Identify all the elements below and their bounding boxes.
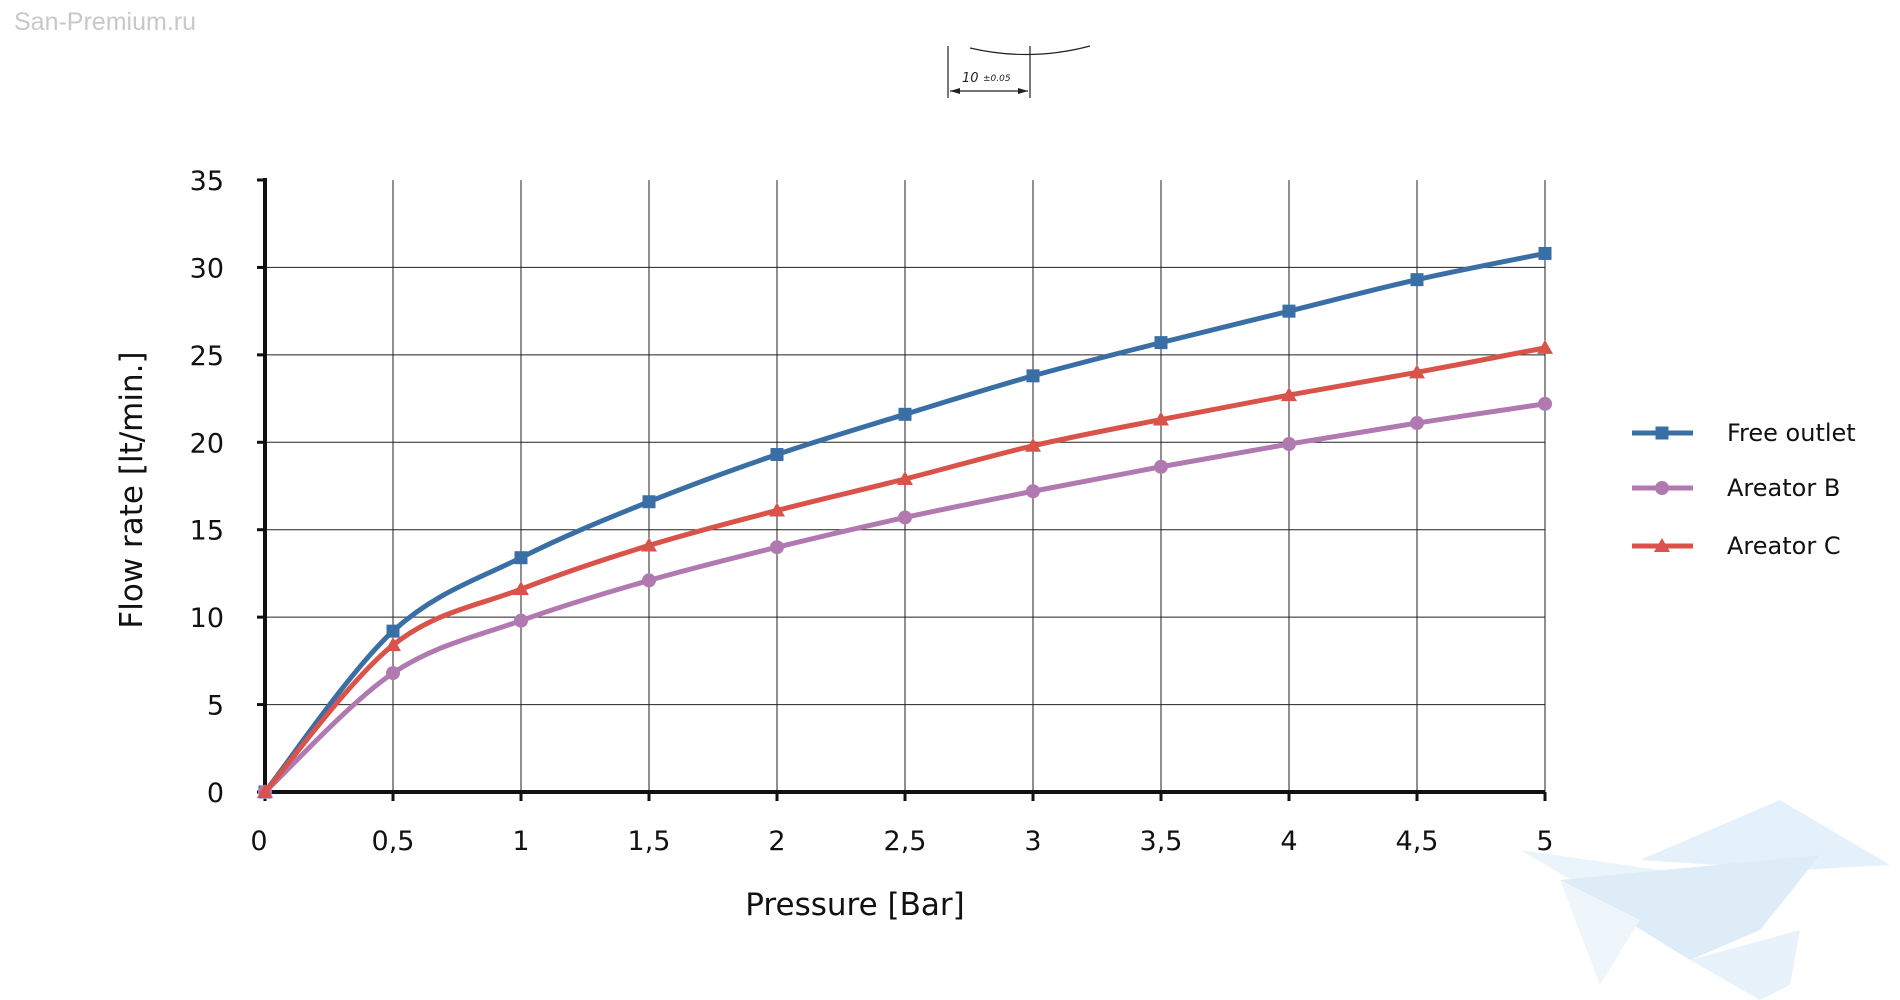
- grid: [265, 180, 1546, 792]
- logo-watermark: [1520, 800, 1890, 1000]
- data-point: [1026, 369, 1040, 383]
- data-point: [385, 637, 401, 652]
- site-watermark: San-Premium.ru: [14, 8, 196, 36]
- data-point: [386, 624, 400, 638]
- legend-label: Areator C: [1727, 532, 1841, 560]
- data-point: [897, 471, 913, 486]
- dimension-value: 10: [962, 71, 979, 86]
- y-tick-label: 15: [190, 516, 224, 547]
- x-tick-label: 1,5: [628, 826, 671, 857]
- y-tick-label: 0: [207, 778, 224, 809]
- y-tick-label: 10: [190, 603, 224, 634]
- axes: 0 5 10 15 20 25 30 35 0 0,5 1 1,5 2 2,5 3 3,5 4 4,5 5: [190, 166, 1554, 857]
- data-point: [898, 407, 912, 421]
- legend-label: Free outlet: [1727, 419, 1856, 447]
- legend-item: Free outlet: [1632, 419, 1856, 447]
- y-tick-label: 25: [190, 341, 224, 372]
- x-axis-label: Pressure [Bar]: [745, 887, 964, 923]
- y-tick-label: 20: [190, 428, 224, 459]
- data-point: [1282, 437, 1296, 452]
- data-point: [641, 537, 657, 552]
- dimension-drawing: 10 ±0.05: [947, 45, 1091, 98]
- data-point: [1409, 364, 1425, 379]
- y-tick-label: 30: [190, 253, 224, 284]
- x-tick-label: 5: [1536, 826, 1553, 857]
- dimension-tolerance: ±0.05: [983, 74, 1011, 84]
- legend: Free outlet Areator B Areator C: [1632, 419, 1856, 560]
- data-point: [770, 540, 784, 555]
- data-point: [1154, 336, 1168, 350]
- legend-marker: [1655, 426, 1669, 440]
- y-axis-label: Flow rate [lt/min.]: [114, 351, 150, 628]
- x-tick-label: 1: [512, 826, 529, 857]
- data-point: [1538, 396, 1552, 411]
- legend-marker: [1654, 538, 1670, 552]
- data-point: [1537, 339, 1553, 354]
- x-tick-label: 0,5: [372, 826, 415, 857]
- data-point: [1538, 246, 1552, 260]
- y-tick-label: 5: [207, 691, 224, 722]
- data-point: [769, 502, 785, 517]
- series-line: [263, 250, 1546, 794]
- data-point: [1282, 304, 1296, 318]
- x-tick-label: 0: [250, 826, 267, 857]
- data-point: [1281, 387, 1297, 402]
- legend-item: Areator B: [1632, 474, 1840, 502]
- data-point: [1026, 484, 1040, 499]
- data-point: [257, 784, 273, 798]
- series-line: [263, 345, 1546, 794]
- data-point: [514, 551, 528, 565]
- data-point: [1410, 416, 1424, 431]
- data-point: [642, 573, 656, 588]
- x-tick-label: 2,5: [884, 826, 927, 857]
- y-tick-label: 35: [190, 166, 224, 197]
- legend-marker: [1655, 481, 1669, 495]
- data-point: [642, 495, 656, 509]
- data-point: [513, 581, 529, 596]
- data-point: [514, 613, 528, 628]
- series-areator-c: [257, 339, 1553, 798]
- x-tick-label: 3,5: [1140, 826, 1183, 857]
- data-point: [898, 510, 912, 525]
- data-point: [770, 448, 784, 462]
- series-free-outlet: [258, 246, 1552, 799]
- x-tick-label: 4,5: [1396, 826, 1439, 857]
- data-point: [1410, 273, 1424, 287]
- data-point: [386, 666, 400, 681]
- data-point: [1153, 411, 1169, 426]
- x-tick-label: 4: [1280, 826, 1297, 857]
- series: [257, 246, 1553, 799]
- legend-item: Areator C: [1632, 532, 1841, 560]
- data-point: [1025, 437, 1041, 452]
- x-tick-label: 2: [768, 826, 785, 857]
- x-tick-label: 3: [1024, 826, 1041, 857]
- legend-label: Areator B: [1727, 474, 1840, 502]
- data-point: [1154, 459, 1168, 474]
